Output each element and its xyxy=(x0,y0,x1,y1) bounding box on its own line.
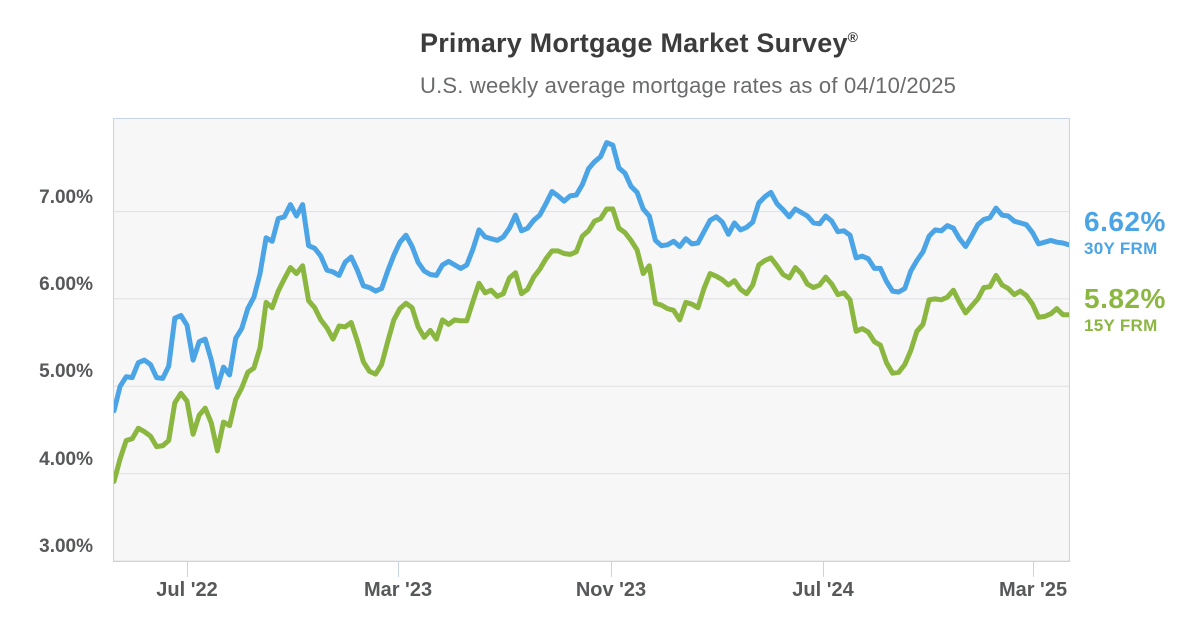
x-axis-tick xyxy=(823,562,824,577)
series-line-15y-frm[interactable] xyxy=(114,206,1069,484)
chart-title: Primary Mortgage Market Survey® xyxy=(420,28,956,59)
current-rate-30y-label: 30Y FRM xyxy=(1084,239,1158,258)
current-rate-15y-value: 5.82% xyxy=(1084,283,1166,314)
y-axis-label: 3.00% xyxy=(39,536,93,557)
current-rate-15y: 5.82% 15Y FRM xyxy=(1084,284,1166,336)
y-axis-label: 7.00% xyxy=(39,186,93,208)
x-axis-label: Jul '22 xyxy=(156,579,218,601)
registered-trademark-symbol: ® xyxy=(847,29,859,45)
x-axis-label: Mar '25 xyxy=(998,579,1068,601)
x-axis-tick xyxy=(398,562,399,577)
x-axis-label: Mar '23 xyxy=(363,579,433,601)
chart-plot-area[interactable] xyxy=(113,118,1070,562)
x-axis-label: Nov '23 xyxy=(575,579,647,601)
current-rate-15y-label: 15Y FRM xyxy=(1084,316,1158,335)
y-axis-label: 5.00% xyxy=(39,361,93,383)
x-axis-tick xyxy=(187,562,188,577)
x-axis-tick xyxy=(611,562,612,577)
rate-lines-svg[interactable] xyxy=(114,119,1069,561)
current-rate-30y-value: 6.62% xyxy=(1084,206,1166,237)
x-axis-tick xyxy=(1033,562,1034,577)
current-rate-30y: 6.62% 30Y FRM xyxy=(1084,207,1166,259)
chart-header: Primary Mortgage Market Survey® U.S. wee… xyxy=(420,28,956,99)
chart-subtitle: U.S. weekly average mortgage rates as of… xyxy=(420,73,957,98)
chart-title-text: Primary Mortgage Market Survey xyxy=(420,28,848,58)
y-axis-label: 6.00% xyxy=(39,273,93,295)
y-axis-label: 4.00% xyxy=(39,448,93,470)
x-axis-label: Jul '24 xyxy=(792,579,854,601)
series-line-30y-frm[interactable] xyxy=(114,140,1069,414)
